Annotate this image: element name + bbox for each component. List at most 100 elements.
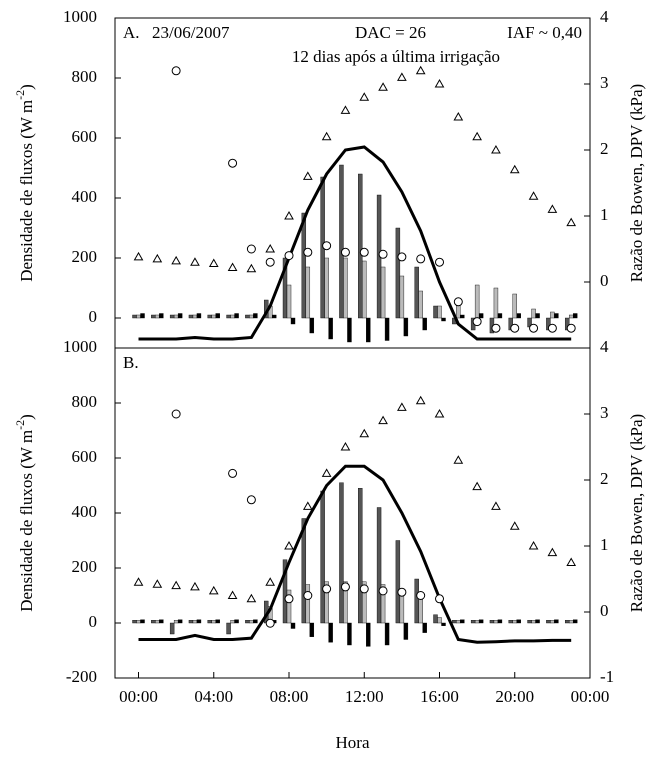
bar: [376, 507, 382, 624]
dpv-point: [152, 579, 163, 588]
y-tick-label: 200: [72, 557, 98, 576]
dpv-point: [415, 395, 426, 405]
y-axis-label-part: ): [17, 84, 36, 90]
dpv-point: [509, 164, 520, 174]
bar: [546, 620, 551, 624]
bar: [290, 317, 296, 325]
x-axis-label: Hora: [336, 733, 370, 752]
bowen-point: [322, 241, 332, 251]
bar: [358, 488, 363, 624]
bowen-point: [510, 323, 520, 333]
bar: [211, 620, 216, 624]
y-axis-label-part: -2: [13, 420, 27, 430]
bar: [151, 620, 156, 624]
y-tick-label: -200: [66, 667, 97, 686]
bowen-point: [265, 618, 275, 628]
x-tick-label: 20:00: [495, 687, 534, 706]
y2-tick-label: 4: [600, 7, 609, 26]
bowen-point: [472, 317, 482, 327]
bar: [328, 622, 333, 643]
bowen-point: [265, 257, 275, 267]
bar: [414, 578, 419, 624]
bar: [339, 164, 344, 319]
y-tick-label: 600: [72, 447, 98, 466]
dpv-point: [171, 580, 182, 590]
bar: [173, 620, 179, 624]
dpv-point: [566, 217, 577, 227]
bowen-point: [284, 251, 294, 261]
dpv-point: [434, 408, 445, 418]
bar: [497, 313, 503, 319]
y2-tick-label: 3: [600, 403, 609, 422]
plot-frame: [114, 347, 591, 679]
bowen-point: [303, 591, 313, 600]
bar: [433, 305, 438, 319]
bar: [452, 620, 457, 624]
bar: [159, 619, 164, 624]
dpv-point: [171, 255, 182, 265]
dpv-point: [359, 428, 370, 438]
y-axis-label-part: ): [17, 414, 36, 420]
bar: [245, 314, 250, 319]
bar: [188, 620, 194, 624]
x-tick-label: 12:00: [345, 687, 384, 706]
line: [138, 145, 572, 341]
bar: [568, 314, 574, 319]
bar: [188, 314, 194, 319]
dpv-point: [152, 253, 163, 263]
bar: [380, 584, 386, 624]
y-tick-label: 1000: [63, 7, 97, 26]
y-axis-label: Densidade de fluxos (W m-2): [13, 414, 36, 612]
dpv-point: [434, 78, 445, 88]
bar: [226, 622, 231, 635]
bowen-point: [378, 249, 388, 259]
bar: [527, 620, 532, 624]
bar: [358, 173, 363, 319]
bar: [155, 314, 160, 319]
bar: [305, 584, 311, 624]
bar: [215, 313, 220, 319]
bar: [380, 266, 386, 319]
bar: [550, 311, 555, 319]
y2-tick-label: 2: [600, 469, 609, 488]
bar: [384, 622, 390, 646]
bar: [554, 619, 559, 624]
bar: [290, 622, 296, 629]
bowen-point: [359, 584, 369, 594]
x-tick-label: 04:00: [194, 687, 233, 706]
bar: [395, 540, 401, 624]
bar: [399, 275, 405, 319]
bar: [441, 622, 446, 626]
bar: [512, 620, 517, 624]
y2-tick-label: 1: [600, 205, 609, 224]
dpv-point: [227, 262, 238, 271]
y-tick-label: 200: [72, 247, 98, 266]
bar: [328, 317, 333, 340]
bar: [516, 619, 521, 624]
dpv-point: [340, 441, 351, 451]
bar: [362, 260, 367, 319]
bar: [347, 317, 352, 343]
bar: [414, 266, 419, 319]
dpv-point: [133, 577, 144, 586]
x-tick-label: 08:00: [270, 687, 309, 706]
bowen-point: [171, 66, 181, 76]
dpv-point: [208, 585, 219, 595]
dpv-point: [246, 263, 257, 273]
bowen-point: [340, 247, 350, 257]
bar: [169, 314, 175, 319]
bowen-point: [246, 495, 256, 505]
bar: [343, 581, 348, 624]
bar: [418, 598, 423, 624]
dpv-point: [453, 455, 464, 464]
dpv-point: [340, 105, 351, 114]
y2-axis-label: Razão de Bowen, DPV (kPa): [627, 414, 646, 612]
bar: [460, 314, 465, 319]
bar: [196, 313, 202, 319]
bar: [136, 314, 141, 319]
bar: [309, 622, 315, 637]
x-tick-label: 00:00: [571, 687, 610, 706]
bar: [362, 581, 367, 624]
dpv-point: [246, 593, 257, 603]
bar: [196, 619, 202, 624]
